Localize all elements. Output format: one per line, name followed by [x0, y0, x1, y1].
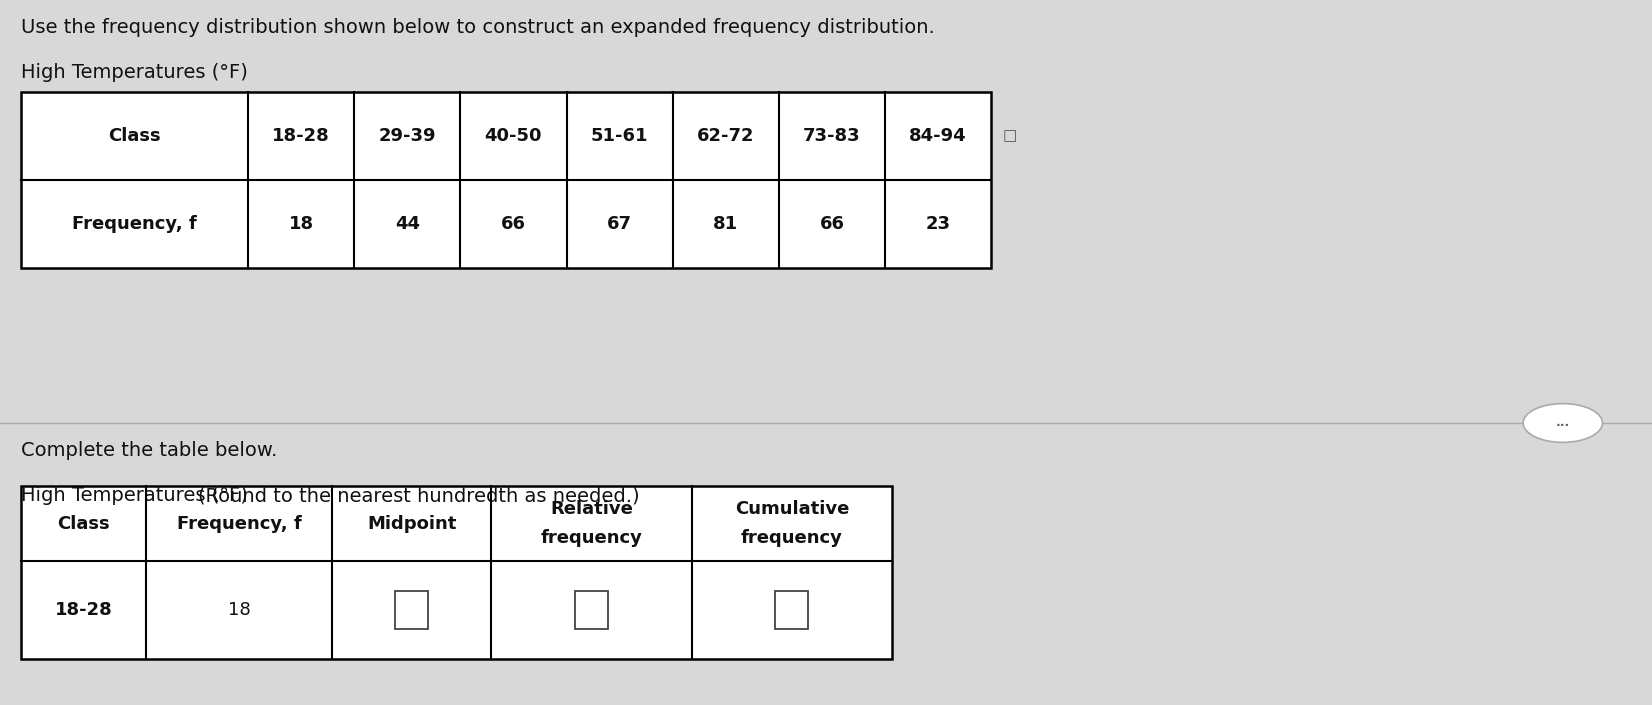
Text: Use the frequency distribution shown below to construct an expanded frequency di: Use the frequency distribution shown bel… — [21, 18, 935, 37]
FancyBboxPatch shape — [395, 591, 428, 630]
Text: 29-39: 29-39 — [378, 127, 436, 145]
Text: 62-72: 62-72 — [697, 127, 755, 145]
Text: High Temperatures (°F): High Temperatures (°F) — [21, 486, 248, 505]
Text: 23: 23 — [925, 215, 950, 233]
Text: frequency: frequency — [540, 529, 643, 546]
Text: Class: Class — [109, 127, 160, 145]
Text: Frequency, f: Frequency, f — [73, 215, 197, 233]
Text: 66: 66 — [819, 215, 844, 233]
Text: 18-28: 18-28 — [55, 601, 112, 619]
Text: Complete the table below.: Complete the table below. — [21, 441, 278, 460]
Text: ...: ... — [1556, 417, 1569, 429]
Text: 44: 44 — [395, 215, 420, 233]
Text: 66: 66 — [501, 215, 525, 233]
Text: 84-94: 84-94 — [909, 127, 966, 145]
FancyBboxPatch shape — [21, 486, 892, 659]
Text: High Temperatures (°F): High Temperatures (°F) — [21, 63, 248, 82]
Text: 81: 81 — [714, 215, 738, 233]
Text: 18-28: 18-28 — [273, 127, 330, 145]
Text: Relative: Relative — [550, 501, 633, 518]
FancyBboxPatch shape — [775, 591, 808, 630]
Text: Cumulative: Cumulative — [735, 501, 849, 518]
Text: Midpoint: Midpoint — [367, 515, 456, 532]
FancyBboxPatch shape — [21, 92, 991, 268]
Text: 18: 18 — [289, 215, 314, 233]
Text: 67: 67 — [606, 215, 633, 233]
FancyBboxPatch shape — [575, 591, 608, 630]
Text: Frequency, f: Frequency, f — [177, 515, 302, 532]
Text: Class: Class — [58, 515, 111, 532]
Text: 73-83: 73-83 — [803, 127, 861, 145]
Text: 51-61: 51-61 — [591, 127, 648, 145]
Text: (Round to the nearest hundredth as needed.): (Round to the nearest hundredth as neede… — [198, 486, 639, 505]
Text: 40-50: 40-50 — [484, 127, 542, 145]
Text: frequency: frequency — [742, 529, 843, 546]
Text: 18: 18 — [228, 601, 251, 619]
Ellipse shape — [1523, 403, 1602, 443]
Text: □: □ — [1003, 128, 1018, 143]
